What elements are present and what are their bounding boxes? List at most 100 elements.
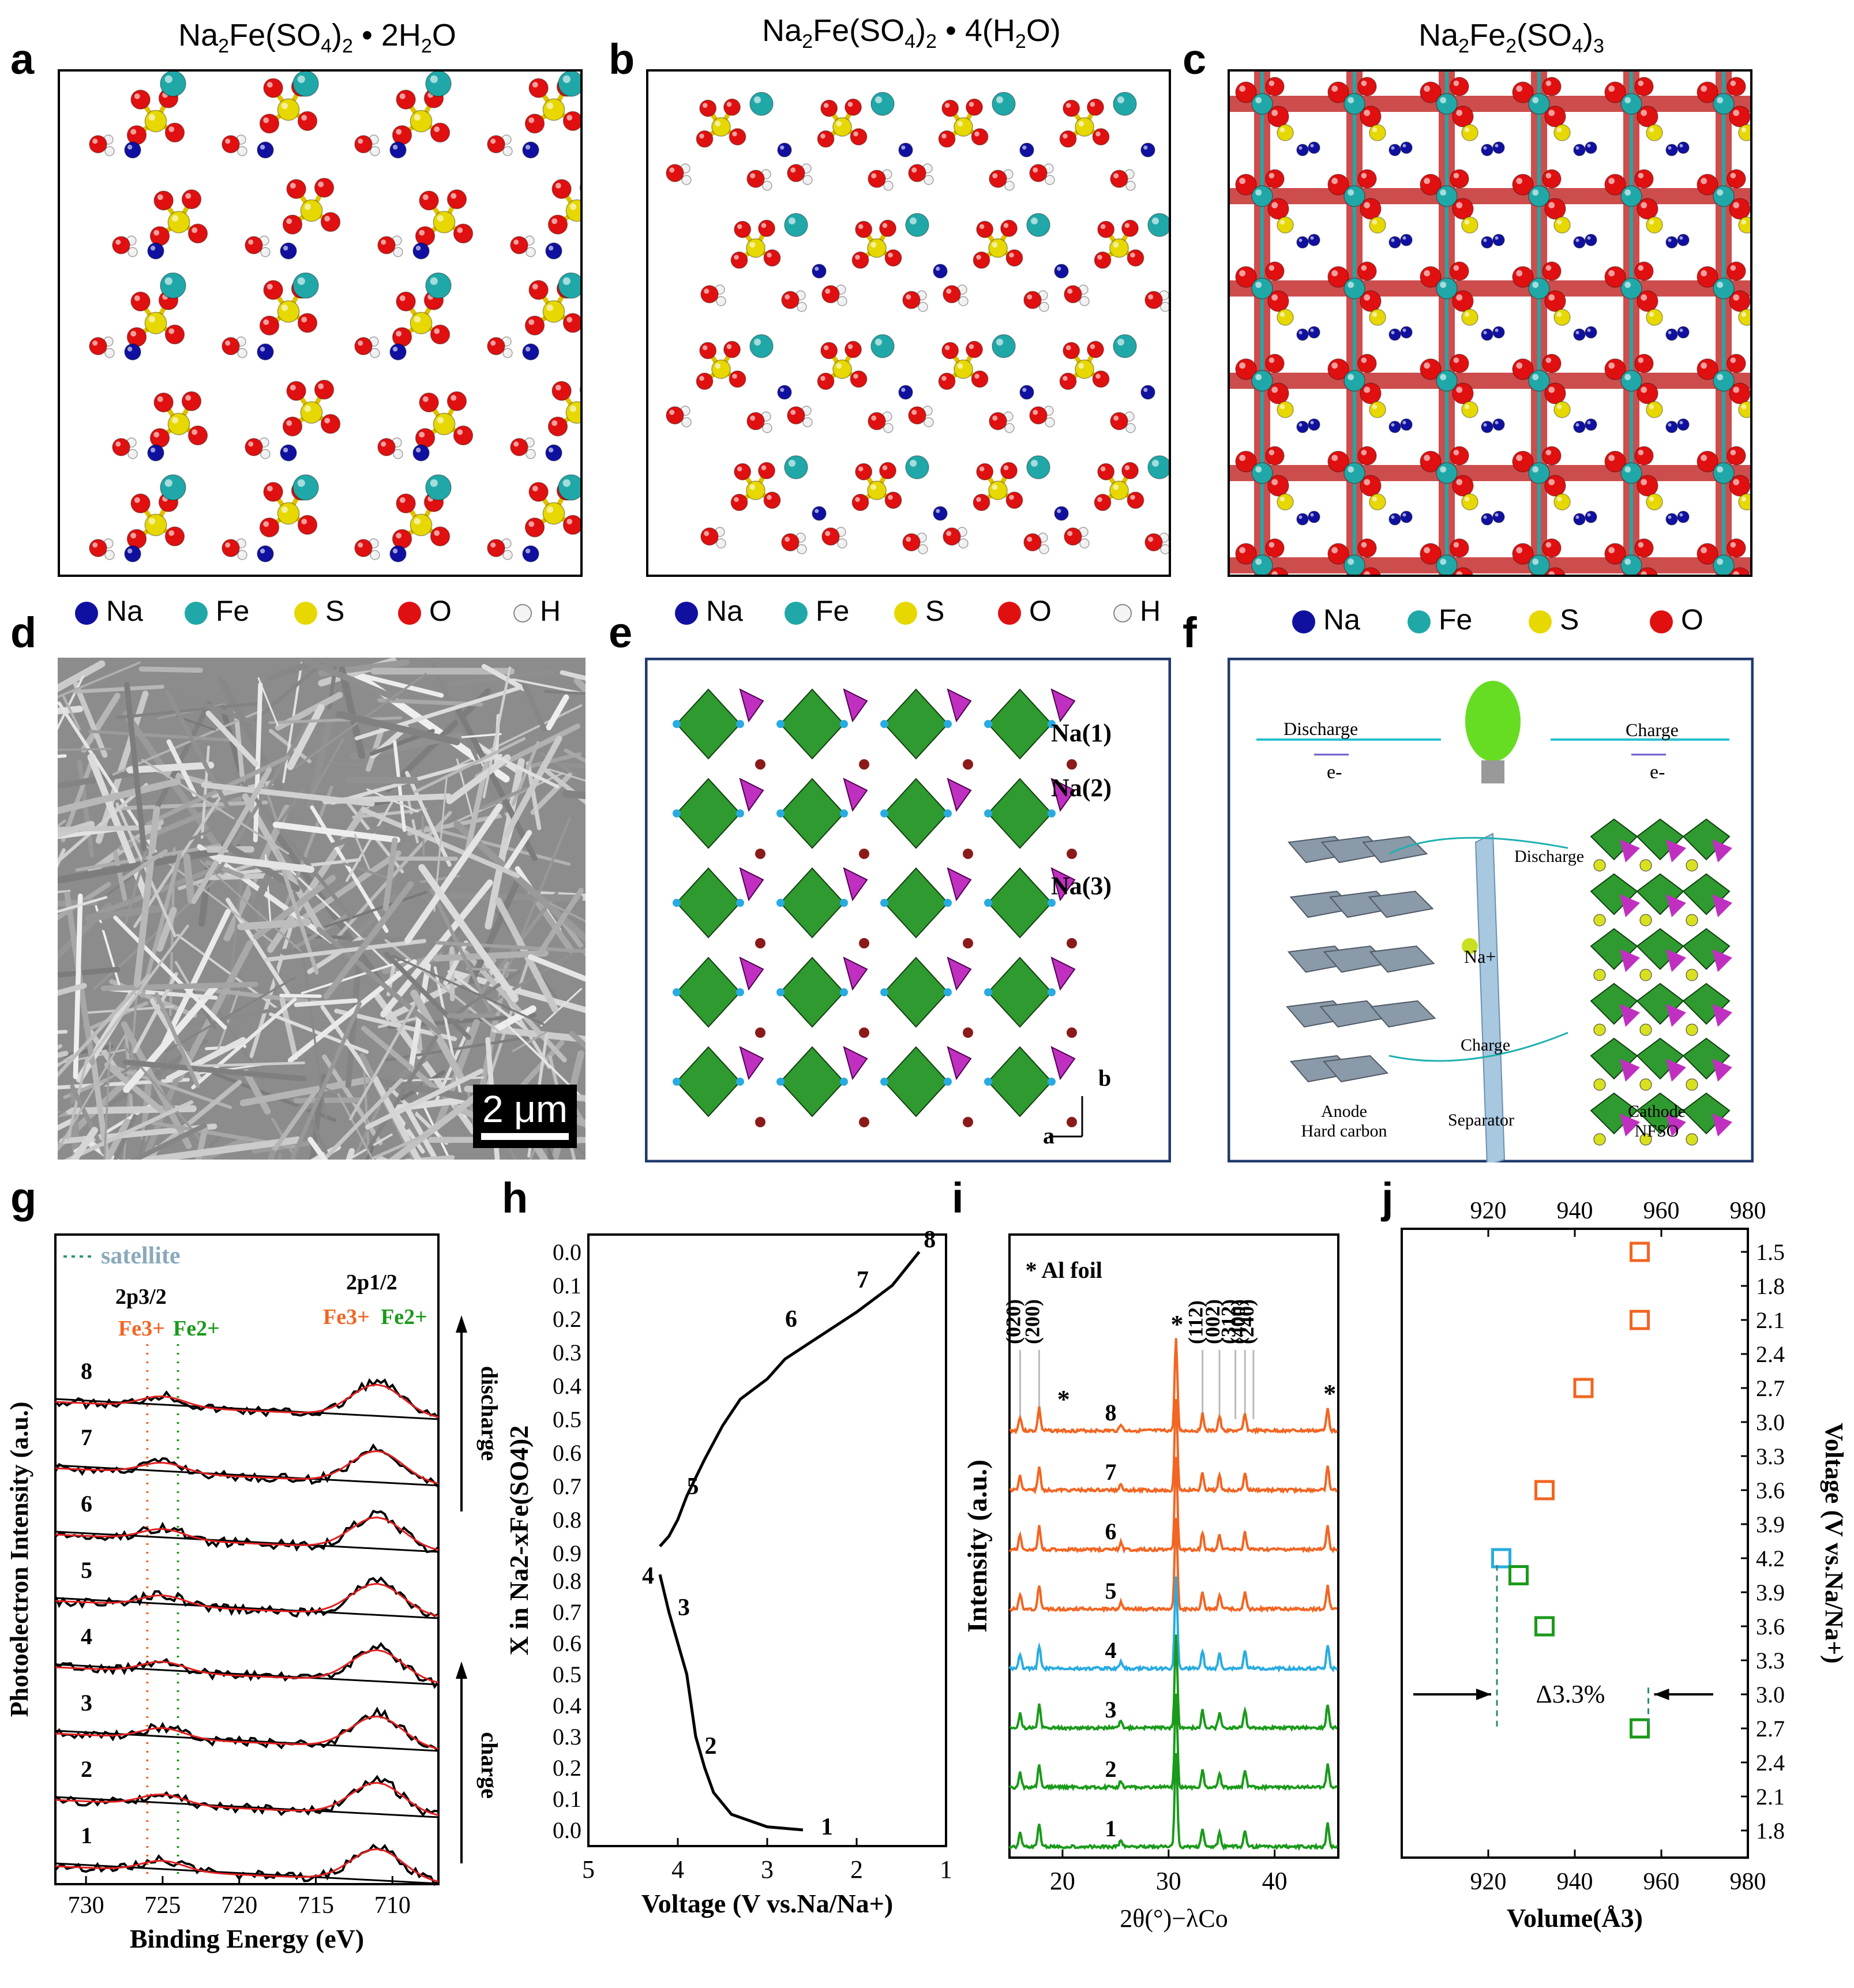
o-atom-highlight (1027, 294, 1033, 300)
o-atom-highlight (157, 194, 163, 200)
fe-atom-highlight (430, 479, 438, 487)
site-na2: Na(2) (1051, 774, 1112, 802)
o-atom (551, 381, 572, 401)
o-atom (297, 515, 318, 535)
o-atom (1087, 340, 1104, 358)
o-atom-highlight (153, 432, 160, 438)
o-site (880, 988, 888, 996)
fe-atom-highlight (1624, 97, 1631, 104)
o-atom-highlight (1100, 224, 1106, 229)
o-atom-highlight (1453, 80, 1459, 87)
frame (646, 69, 1171, 577)
o-atom-highlight (1638, 172, 1644, 179)
o-atom (879, 219, 896, 237)
o-atom-highlight (490, 542, 496, 548)
panel-label-i: i (952, 1174, 964, 1222)
x-axis-title: Voltage (V vs.Na/Na+) (641, 1889, 893, 1918)
h-atom (1160, 302, 1170, 312)
h-atom (237, 348, 247, 358)
background-line (55, 1464, 439, 1487)
fe-atom (1528, 93, 1550, 115)
s-atom (167, 211, 190, 234)
na-atom (1308, 141, 1320, 154)
xrd-pattern-1 (1008, 1753, 1338, 1851)
o-atom (855, 463, 873, 481)
nanorod (539, 765, 586, 805)
data-point (1630, 1241, 1650, 1262)
o-atom (453, 425, 474, 446)
o-atom-highlight (853, 373, 858, 379)
nanorod (287, 704, 325, 770)
nanorod (267, 659, 318, 681)
h-atom-highlight (682, 165, 685, 168)
h-atom (370, 146, 380, 156)
o-atom (130, 89, 151, 110)
s-atom (410, 312, 433, 335)
o-atom-highlight (1009, 252, 1014, 258)
na-site (963, 849, 973, 859)
h-atom (502, 550, 513, 560)
title-b: Na2Fe(SO4)2 • 4(H2O) (762, 13, 1061, 52)
na-atom-highlight (1402, 236, 1406, 240)
nanorod (504, 736, 562, 838)
xps-fit-4 (55, 1649, 439, 1684)
fe-atom-highlight (1440, 558, 1447, 565)
s-atom (746, 238, 765, 258)
na-atom-highlight (1298, 331, 1303, 335)
na-atom (1388, 421, 1401, 433)
o-site (944, 1078, 952, 1086)
xrd-pattern-8 (1009, 1338, 1338, 1435)
na-atom (1585, 418, 1597, 431)
h-atom-highlight (1126, 171, 1129, 174)
scale-bar (481, 1133, 569, 1140)
charge-top-label: Charge (1626, 719, 1679, 740)
o-atom-highlight (1271, 110, 1278, 117)
o-atom-highlight (1733, 202, 1740, 209)
na-atom (1665, 328, 1678, 341)
na-atom-highlight (260, 144, 265, 150)
cathode-na-ion (1593, 969, 1606, 981)
x-tick-label-top: 920 (1470, 1198, 1507, 1224)
o-atom-highlight (1331, 455, 1338, 462)
h-atom-highlight (797, 534, 801, 538)
h-atom (716, 296, 726, 306)
o-atom-highlight (1730, 172, 1736, 179)
o-atom (149, 427, 170, 448)
fe-atom (749, 92, 774, 116)
o-atom (259, 315, 280, 336)
o-atom (763, 492, 781, 509)
o-atom (547, 214, 568, 235)
xrd-pattern-5 (1008, 1518, 1338, 1613)
fe-atom-highlight (1348, 558, 1354, 565)
fe-atom-highlight (996, 96, 1003, 103)
o-atom (547, 416, 568, 437)
o-atom (1063, 342, 1080, 359)
h-atom-highlight (763, 413, 766, 417)
h-atom-highlight (804, 177, 808, 180)
na-atom-highlight (1391, 331, 1395, 335)
s-atom-highlight (546, 102, 554, 110)
o-atom (1097, 220, 1115, 238)
h-atom-highlight (1045, 407, 1049, 411)
h-atom-highlight (920, 303, 923, 307)
fe-atom (1251, 185, 1273, 207)
na-atom (1308, 234, 1320, 246)
o-atom (746, 170, 765, 188)
na-atom-highlight (127, 144, 133, 150)
s-atom (1553, 493, 1571, 511)
h-atom-highlight (683, 419, 686, 422)
fe-atom-highlight (297, 479, 305, 487)
o-atom-highlight (992, 415, 998, 421)
h-atom-highlight (1006, 425, 1009, 428)
o-atom-highlight (92, 138, 98, 144)
nanorod (72, 685, 164, 694)
o-atom-highlight (1456, 479, 1463, 486)
s-atom (988, 481, 1008, 500)
s-atom (1461, 309, 1478, 326)
na-atom-highlight (1402, 421, 1406, 425)
o-atom-highlight (1130, 494, 1135, 500)
na-atom (1573, 513, 1586, 526)
o-atom-highlight (324, 216, 331, 222)
na-atom-highlight (936, 267, 940, 271)
na-atom (147, 444, 164, 462)
